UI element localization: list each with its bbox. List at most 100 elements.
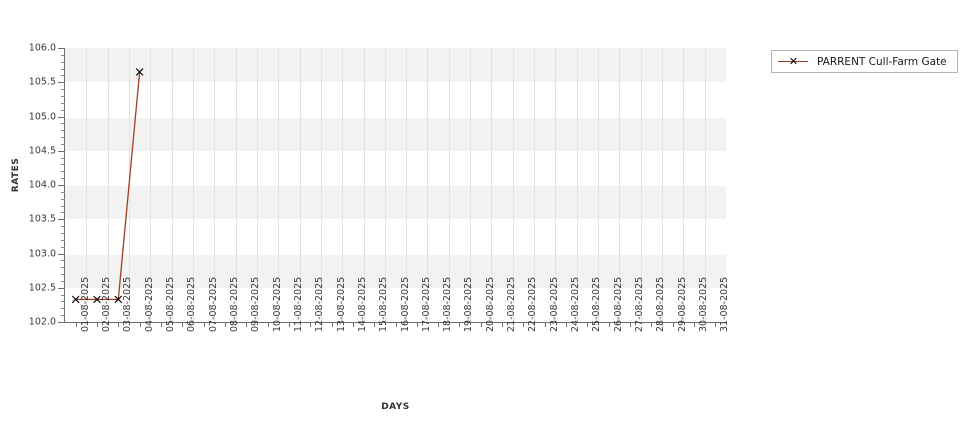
legend[interactable]: ✕ PARRENT Cull-Farm Gate: [771, 50, 958, 73]
y-axis-minor-tick: [61, 206, 65, 207]
horizontal-gridline: [65, 82, 726, 83]
vertical-gridline: [513, 48, 514, 322]
y-axis-minor-tick: [61, 69, 65, 70]
vertical-gridline: [619, 48, 620, 322]
vertical-gridline: [427, 48, 428, 322]
x-axis-tick-label: 06-08-2025: [186, 276, 197, 332]
x-axis-tick: [481, 322, 482, 327]
x-axis-tick: [97, 322, 98, 327]
y-axis-tick-labels: 102.0 102.5 103.0 103.5 104.0 104.5 105.0 105.5…: [0, 0, 56, 429]
y-axis-tick-label: 106.0: [28, 42, 56, 54]
data-point-marker[interactable]: [135, 68, 144, 76]
x-axis-tick: [161, 322, 162, 327]
y-axis-minor-tick: [61, 301, 65, 302]
x-axis-tick: [545, 322, 546, 327]
vertical-gridline: [598, 48, 599, 322]
y-axis-tick: [58, 151, 65, 152]
x-axis-tick-label: 03-08-2025: [122, 276, 133, 332]
vertical-gridline: [321, 48, 322, 322]
x-axis-line: [64, 322, 727, 323]
horizontal-gridline: [65, 288, 726, 289]
y-axis-tick-label: 104.5: [28, 145, 56, 157]
x-axis-tick: [566, 322, 567, 327]
vertical-gridline: [257, 48, 258, 322]
data-point-marker[interactable]: [93, 295, 101, 304]
x-axis-tick-label: 15-08-2025: [378, 276, 389, 332]
horizontal-gridline: [65, 254, 726, 255]
y-axis-minor-tick: [61, 158, 65, 159]
x-axis-tick: [182, 322, 183, 327]
horizontal-gridline: [65, 151, 726, 152]
y-axis-minor-tick: [61, 281, 65, 282]
y-axis-minor-tick: [61, 226, 65, 227]
x-axis-tick-label: 25-08-2025: [591, 276, 602, 332]
y-axis-minor-tick: [61, 62, 65, 63]
x-axis-tick: [417, 322, 418, 327]
x-axis-tick-label: 13-08-2025: [336, 276, 347, 332]
y-axis-tick: [58, 322, 65, 323]
x-axis-tick: [630, 322, 631, 327]
x-axis-tick-label: 04-08-2025: [144, 276, 155, 332]
y-axis-minor-tick: [61, 233, 65, 234]
x-axis-tick-label: 17-08-2025: [421, 276, 432, 332]
y-axis-minor-tick: [61, 240, 65, 241]
x-axis-tick: [374, 322, 375, 327]
y-axis-minor-tick: [61, 123, 65, 124]
y-axis-minor-tick: [61, 192, 65, 193]
y-axis-tick-label: 105.5: [28, 76, 56, 88]
x-axis-title: DAYS: [381, 402, 410, 412]
y-axis-minor-tick: [61, 75, 65, 76]
plot-band: [65, 116, 726, 151]
x-axis-tick-label: 20-08-2025: [485, 276, 496, 332]
x-axis-tick-label: 19-08-2025: [463, 276, 474, 332]
x-axis-tick-label: 14-08-2025: [357, 276, 368, 332]
y-axis-minor-tick: [61, 199, 65, 200]
y-axis-minor-tick: [61, 144, 65, 145]
x-axis-tick: [204, 322, 205, 327]
x-axis-tick-label: 05-08-2025: [165, 276, 176, 332]
horizontal-gridline: [65, 185, 726, 186]
y-axis-tick: [58, 117, 65, 118]
vertical-gridline: [705, 48, 706, 322]
x-axis-tick-label: 22-08-2025: [527, 276, 538, 332]
vertical-gridline: [193, 48, 194, 322]
x-axis-tick: [310, 322, 311, 327]
y-axis-minor-tick: [61, 315, 65, 316]
vertical-gridline: [364, 48, 365, 322]
y-axis-tick-label: 103.0: [28, 248, 56, 260]
x-axis-tick-label: 30-08-2025: [698, 276, 709, 332]
vertical-gridline: [86, 48, 87, 322]
data-point-marker[interactable]: [114, 295, 123, 304]
y-axis-tick-label: 103.5: [28, 213, 56, 225]
x-axis-tick-label: 07-08-2025: [208, 276, 219, 332]
vertical-gridline: [555, 48, 556, 322]
y-axis-tick: [58, 219, 65, 220]
y-axis-minor-tick: [61, 274, 65, 275]
vertical-gridline: [172, 48, 173, 322]
x-axis-tick-label: 29-08-2025: [677, 276, 688, 332]
vertical-gridline: [683, 48, 684, 322]
x-axis-tick-label: 28-08-2025: [655, 276, 666, 332]
x-axis-tick-label: 31-08-2025: [719, 276, 730, 332]
vertical-gridline: [449, 48, 450, 322]
x-axis-tick-label: 21-08-2025: [506, 276, 517, 332]
vertical-gridline: [300, 48, 301, 322]
x-axis-tick-label: 02-08-2025: [101, 276, 112, 332]
x-axis-tick-label: 26-08-2025: [613, 276, 624, 332]
y-axis-minor-tick: [61, 308, 65, 309]
x-axis-tick: [396, 322, 397, 327]
x-axis-tick-label: 12-08-2025: [314, 276, 325, 332]
y-axis-tick-label: 105.0: [28, 111, 56, 123]
x-axis-tick-label: 09-08-2025: [250, 276, 261, 332]
y-axis-tick: [58, 288, 65, 289]
vertical-gridline: [214, 48, 215, 322]
x-axis-tick: [353, 322, 354, 327]
y-axis-tick: [58, 48, 65, 49]
legend-line-icon: [778, 60, 808, 62]
x-axis-tick: [673, 322, 674, 327]
x-axis-tick-label: 08-08-2025: [229, 276, 240, 332]
x-axis-tick: [225, 322, 226, 327]
data-point-marker[interactable]: [71, 295, 80, 304]
plot-band: [65, 185, 726, 220]
x-axis-tick-label: 16-08-2025: [400, 276, 411, 332]
